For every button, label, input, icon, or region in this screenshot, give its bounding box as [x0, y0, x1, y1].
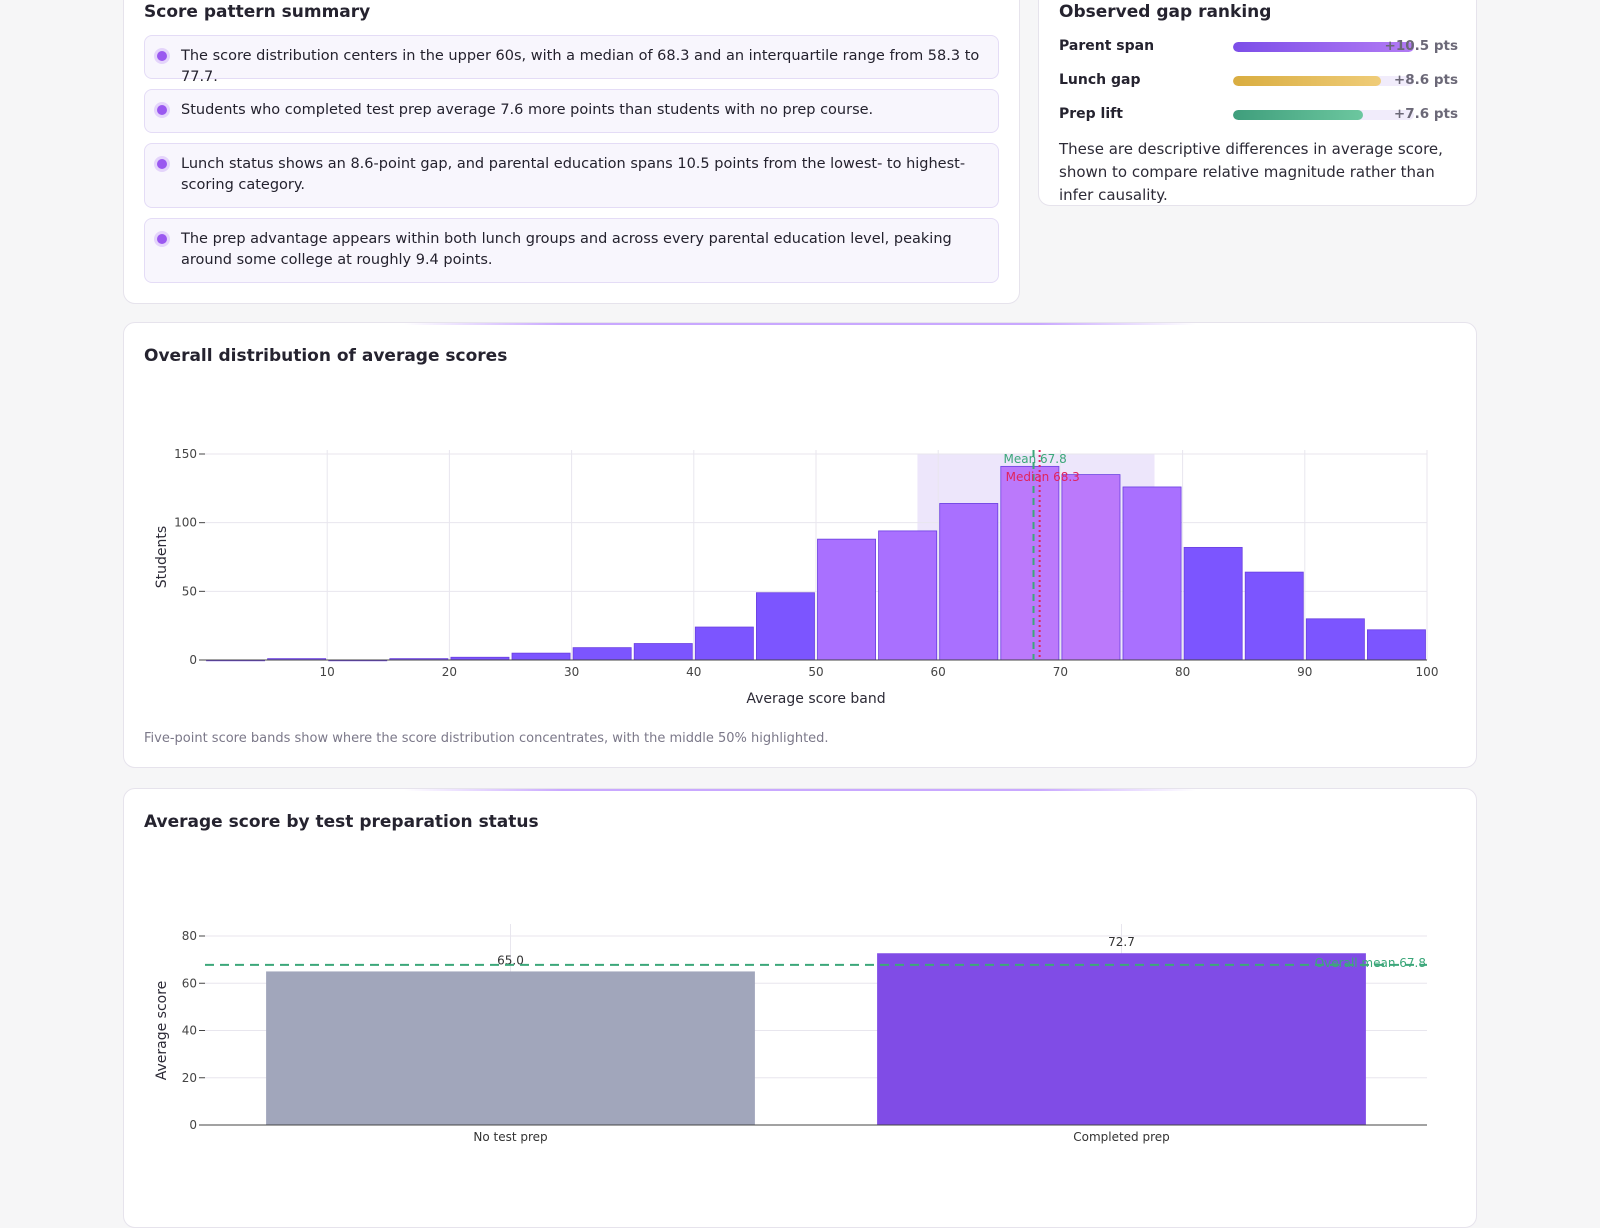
y-tick-label: 0	[189, 653, 197, 667]
y-axis-title: Students	[154, 526, 170, 588]
score-distribution-card: Overall distribution of average scores 1…	[123, 322, 1477, 768]
bar-value-label: 65.0	[497, 953, 524, 967]
histogram-bar	[694, 626, 754, 661]
overall-mean-label: Overall mean 67.8	[1315, 956, 1426, 970]
insight-item: The prep advantage appears within both l…	[144, 218, 999, 283]
prep-bar	[877, 953, 1366, 1125]
test-prep-card: Average score by test preparation status…	[123, 788, 1477, 1228]
histogram-bar	[939, 503, 999, 661]
histogram-bar	[1000, 465, 1060, 661]
insight-text: The score distribution centers in the up…	[181, 48, 980, 85]
gap-value: +7.6 pts	[1393, 106, 1458, 122]
x-tick-label: 30	[564, 665, 579, 679]
histogram-bar	[1183, 546, 1243, 661]
insight-text: Lunch status shows an 8.6-point gap, and…	[181, 156, 966, 193]
gap-bar-fill	[1233, 42, 1414, 52]
insight-item: Lunch status shows an 8.6-point gap, and…	[144, 143, 999, 208]
prep-bar	[266, 971, 755, 1125]
card-accent-line	[404, 323, 1196, 325]
histogram-bar	[1305, 618, 1365, 661]
y-tick-label: 80	[182, 929, 197, 943]
score-histogram-chart: 10 20 30 40 50 60 70 80 90 100 0 50 100 150 Mean 67.8 M…	[154, 447, 1439, 707]
histogram-bar	[756, 592, 815, 661]
distribution-title: Overall distribution of average scores	[144, 346, 508, 366]
distribution-caption: Five-point score bands show where the sc…	[144, 731, 829, 746]
bar-value-label: 72.7	[1108, 935, 1135, 949]
y-tick-label: 150	[174, 447, 197, 461]
x-tick-label: 90	[1297, 665, 1312, 679]
insight-text: The prep advantage appears within both l…	[181, 231, 952, 268]
insight-item: Students who completed test prep average…	[144, 89, 999, 133]
insight-item: The score distribution centers in the up…	[144, 35, 999, 85]
histogram-bar	[817, 538, 876, 661]
bullet-dot-icon	[157, 159, 167, 169]
gap-ranking-title: Observed gap ranking	[1059, 2, 1272, 22]
gap-row-parent-span: Parent span +10.5 pts	[1059, 36, 1458, 56]
x-tick-label: 50	[808, 665, 823, 679]
summary-title: Score pattern summary	[144, 2, 371, 22]
x-tick-label: 10	[320, 665, 335, 679]
median-label: Median 68.3	[1006, 470, 1080, 484]
mean-label: Mean 67.8	[1004, 452, 1067, 466]
y-tick-label: 20	[182, 1071, 197, 1085]
gap-ranking-note: These are descriptive differences in ave…	[1059, 140, 1443, 204]
gap-label: Parent span	[1059, 38, 1155, 54]
histogram-bar	[633, 643, 693, 661]
y-tick-label: 50	[182, 584, 197, 598]
gap-value: +8.6 pts	[1393, 72, 1458, 88]
histogram-bar	[1367, 629, 1426, 661]
x-tick-label: 80	[1175, 665, 1190, 679]
histogram-bar	[511, 652, 571, 661]
x-tick-label: 60	[931, 665, 946, 679]
gap-row-lunch-gap: Lunch gap +8.6 pts	[1059, 70, 1458, 90]
gap-label: Lunch gap	[1059, 72, 1141, 88]
bullet-dot-icon	[157, 234, 167, 244]
prep-chart-title: Average score by test preparation status	[144, 812, 539, 832]
y-axis-title: Average score	[154, 981, 170, 1081]
score-pattern-summary-card: Score pattern summary The score distribu…	[123, 0, 1020, 304]
card-accent-line	[404, 789, 1196, 791]
histogram-bar	[878, 530, 938, 661]
histogram-bar	[1061, 474, 1121, 661]
x-tick-label: 70	[1053, 665, 1068, 679]
gap-bar-track	[1233, 110, 1414, 120]
gap-row-prep-lift: Prep lift +7.6 pts	[1059, 104, 1458, 124]
gap-bar-fill	[1233, 110, 1364, 120]
insight-text: Students who completed test prep average…	[181, 102, 874, 118]
gap-bar-track	[1233, 76, 1414, 86]
x-axis-title: Average score band	[746, 691, 885, 707]
histogram-bar	[1244, 571, 1304, 661]
x-tick-label: 20	[442, 665, 457, 679]
x-tick-label: 40	[686, 665, 701, 679]
prep-bar-chart: 65.0 No test prep 72.7 Completed prep Overal…	[154, 924, 1427, 1144]
x-tick-label: 100	[1416, 665, 1439, 679]
histogram-bar	[1122, 486, 1182, 661]
gap-value: +10.5 pts	[1384, 38, 1458, 54]
y-tick-label: 60	[182, 976, 197, 990]
x-category-label: No test prep	[473, 1130, 547, 1144]
gap-label: Prep lift	[1059, 106, 1123, 122]
bullet-dot-icon	[157, 51, 167, 61]
x-category-label: Completed prep	[1073, 1130, 1170, 1144]
observed-gap-ranking-card: Observed gap ranking Parent span +10.5 p…	[1038, 0, 1477, 206]
bullet-dot-icon	[157, 105, 167, 115]
gap-bar-track	[1233, 42, 1414, 52]
gap-bar-fill	[1233, 76, 1382, 86]
y-tick-label: 0	[189, 1118, 197, 1132]
y-tick-label: 100	[174, 516, 197, 530]
histogram-bar	[572, 647, 632, 661]
y-tick-label: 40	[182, 1024, 197, 1038]
